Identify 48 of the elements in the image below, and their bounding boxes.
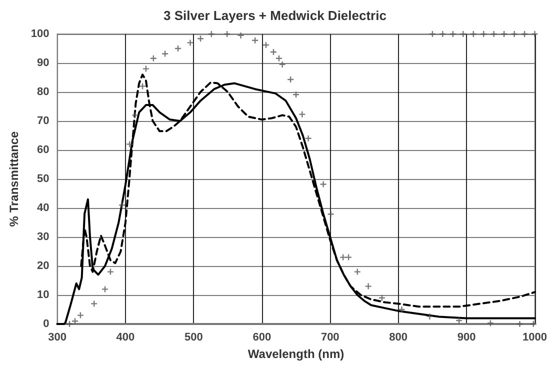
x-tick-label: 1000	[522, 332, 548, 344]
point	[320, 181, 326, 188]
point	[511, 31, 518, 37]
x-axis-title: Wavelength (nm)	[248, 347, 344, 361]
point	[398, 306, 405, 312]
point	[140, 83, 146, 90]
y-tick-label: 100	[30, 28, 50, 40]
point	[162, 50, 168, 57]
y-tick-label: 10	[37, 289, 50, 301]
point	[516, 321, 523, 327]
y-tick-label: 80	[37, 86, 50, 98]
x-tick-label: 700	[320, 332, 340, 344]
y-tick-label: 20	[37, 260, 50, 272]
y-tick-label: 60	[37, 144, 50, 156]
y-axis-title: % Transmittance	[7, 130, 21, 227]
chart-title: 3 Silver Layers + Medwick Dielectric	[164, 8, 386, 23]
y-tick-label: 40	[37, 202, 50, 214]
point	[107, 268, 114, 275]
point	[346, 254, 352, 260]
point	[126, 141, 133, 148]
point	[91, 300, 98, 307]
point	[354, 268, 360, 275]
point	[142, 66, 149, 72]
x-tick-label: 800	[389, 332, 408, 344]
x-tick-label: 900	[457, 332, 476, 344]
y-tick-label: 50	[37, 173, 50, 185]
point	[238, 32, 244, 38]
point	[440, 31, 446, 37]
point	[299, 111, 306, 118]
x-tick-label: 300	[48, 332, 66, 344]
point	[426, 313, 433, 320]
y-tick-label: 30	[37, 231, 50, 243]
point	[340, 254, 346, 260]
y-tick-label: 70	[37, 115, 50, 127]
point	[328, 211, 334, 218]
y-tick-label: 0	[43, 318, 50, 330]
y-tick-label: 90	[37, 57, 50, 69]
point	[102, 286, 108, 292]
point	[305, 135, 312, 142]
x-tick-label: 500	[184, 332, 203, 344]
point	[187, 40, 194, 46]
x-tick-label: 400	[116, 332, 135, 344]
point	[532, 31, 538, 37]
point	[77, 312, 84, 318]
point	[365, 283, 372, 290]
x-tick-label: 600	[252, 332, 272, 344]
point	[132, 112, 138, 118]
point	[490, 31, 497, 37]
